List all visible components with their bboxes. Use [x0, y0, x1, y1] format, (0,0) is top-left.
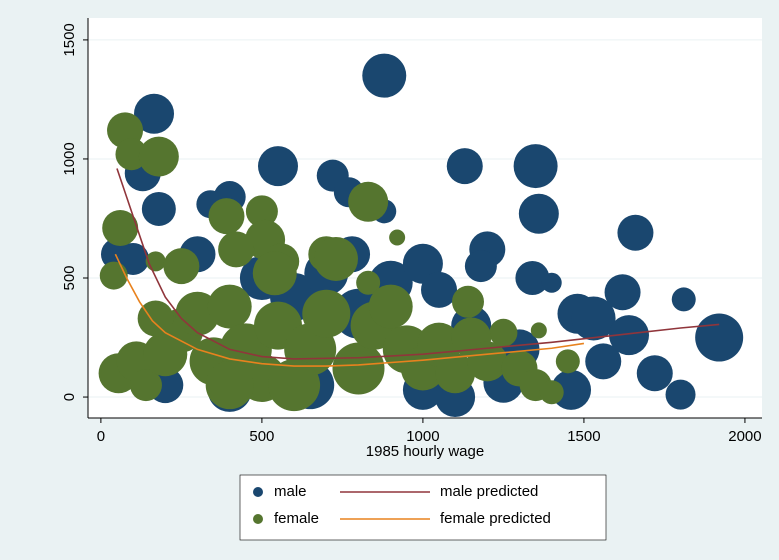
- legend-items: male female male predicted female predicted: [253, 483, 551, 527]
- legend-label: female: [274, 510, 319, 527]
- bubble: [348, 181, 389, 222]
- bubble: [446, 148, 483, 185]
- bubble: [218, 231, 255, 268]
- bubble: [141, 191, 176, 226]
- bubble: [368, 284, 413, 329]
- bubble: [585, 343, 622, 380]
- bubble: [134, 93, 175, 134]
- bubble: [435, 353, 476, 394]
- x-tick-label: 1500: [567, 428, 600, 445]
- x-tick-label: 2000: [728, 428, 761, 445]
- x-tick-label: 500: [249, 428, 274, 445]
- bubble: [362, 53, 407, 98]
- bubble: [551, 369, 592, 410]
- bubble: [138, 136, 179, 177]
- bubble: [129, 369, 162, 402]
- bubble: [207, 284, 252, 329]
- legend-label: male: [274, 483, 307, 500]
- bubble: [671, 287, 696, 312]
- marks: [98, 53, 744, 418]
- bubble: [695, 313, 744, 362]
- bubble: [421, 271, 458, 308]
- legend-marker: [253, 487, 263, 497]
- bubble: [389, 229, 406, 246]
- bubble: [467, 341, 508, 382]
- bubble: [302, 289, 351, 338]
- bubble: [163, 248, 200, 285]
- y-tick-label: 1500: [61, 23, 78, 56]
- x-tick-label: 1000: [406, 428, 439, 445]
- bubble: [489, 318, 518, 347]
- bubble: [541, 272, 562, 293]
- bubble: [513, 144, 558, 189]
- legend-label: female predicted: [440, 510, 551, 527]
- x-tick-label: 0: [97, 428, 105, 445]
- bubble: [137, 300, 174, 337]
- y-tick-label: 1000: [61, 142, 78, 175]
- fit-line: [116, 168, 720, 360]
- y-tick-label: 500: [61, 265, 78, 290]
- bubble: [636, 355, 673, 392]
- bubble: [356, 270, 381, 295]
- bubble: [539, 380, 564, 405]
- bubble: [257, 146, 298, 187]
- bubble: [332, 342, 385, 395]
- bubble: [571, 296, 616, 341]
- bubble: [252, 251, 297, 296]
- legend-marker: [253, 514, 263, 524]
- legend: [239, 474, 607, 541]
- bubble: [617, 214, 654, 251]
- bubble: [208, 198, 245, 235]
- bubble: [117, 242, 150, 275]
- bubble: [451, 285, 484, 318]
- bubble: [555, 349, 580, 374]
- bubble: [515, 261, 550, 295]
- bubble: [604, 274, 641, 311]
- bubble: [143, 332, 188, 377]
- bubble: [205, 361, 254, 410]
- bubble: [99, 261, 128, 290]
- y-tick-label: 0: [61, 393, 78, 401]
- fit-line: [114, 253, 585, 367]
- bubble: [245, 195, 278, 228]
- bubble: [464, 250, 497, 283]
- legend-label: male predicted: [440, 483, 538, 500]
- bubble: [268, 359, 321, 412]
- bubble: [102, 210, 139, 246]
- bubble: [115, 138, 148, 171]
- bubble: [313, 236, 358, 281]
- bubble: [665, 379, 696, 410]
- bubble: [518, 193, 559, 234]
- bubble: [609, 315, 650, 356]
- bubble: [530, 322, 547, 339]
- x-axis-title: 1985 hourly wage: [366, 443, 484, 460]
